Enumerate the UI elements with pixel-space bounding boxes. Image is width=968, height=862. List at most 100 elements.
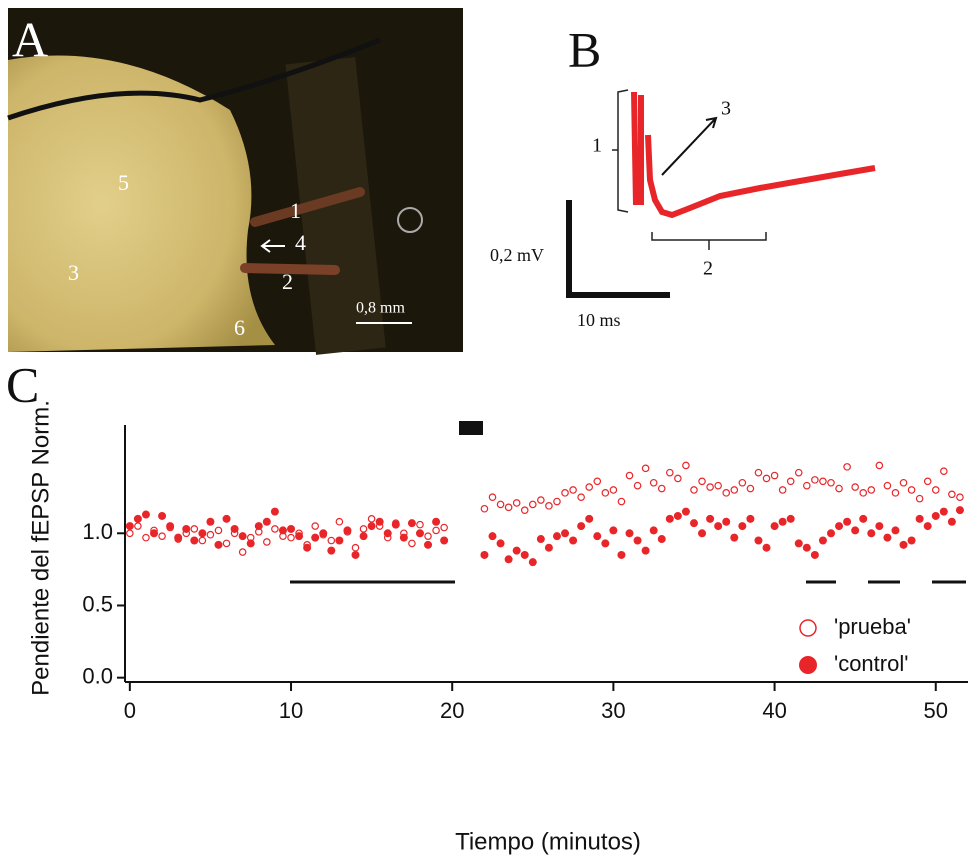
data-point bbox=[738, 522, 747, 531]
data-point bbox=[746, 484, 755, 493]
data-point bbox=[303, 543, 312, 552]
data-point bbox=[480, 504, 489, 513]
data-point bbox=[770, 471, 779, 480]
data-point bbox=[835, 522, 844, 531]
data-point bbox=[706, 514, 715, 523]
data-point bbox=[891, 489, 900, 497]
data-point bbox=[673, 511, 682, 520]
data-point bbox=[367, 522, 376, 531]
data-point bbox=[359, 525, 368, 533]
data-point bbox=[512, 499, 521, 507]
data-point bbox=[174, 533, 183, 542]
data-point bbox=[940, 467, 948, 476]
electrode bbox=[250, 187, 365, 227]
data-point bbox=[818, 536, 827, 545]
data-point bbox=[883, 481, 892, 490]
data-point bbox=[722, 517, 731, 526]
data-point bbox=[496, 539, 505, 548]
data-point bbox=[488, 493, 497, 501]
data-point bbox=[722, 489, 731, 497]
data-point bbox=[931, 511, 940, 520]
data-point bbox=[254, 522, 263, 531]
data-point bbox=[383, 529, 392, 538]
data-point bbox=[246, 539, 255, 548]
data-point bbox=[536, 535, 545, 544]
data-point bbox=[617, 497, 626, 506]
annotation: 3 bbox=[721, 98, 731, 120]
data-point bbox=[786, 477, 795, 486]
data-point bbox=[762, 543, 771, 552]
data-point bbox=[150, 529, 159, 538]
data-point bbox=[657, 535, 666, 544]
data-point bbox=[859, 489, 868, 497]
data-point bbox=[730, 533, 739, 542]
x-tick-label: 50 bbox=[924, 698, 948, 723]
data-point bbox=[794, 468, 803, 477]
data-point bbox=[528, 500, 537, 509]
data-point bbox=[601, 539, 610, 548]
data-point bbox=[649, 526, 658, 535]
data-point bbox=[327, 536, 336, 545]
legend-label: 'prueba' bbox=[834, 614, 911, 639]
region-label: 6 bbox=[234, 315, 245, 340]
data-point bbox=[859, 514, 868, 523]
data-point bbox=[287, 524, 296, 533]
data-point bbox=[577, 493, 585, 501]
data-point bbox=[698, 529, 707, 538]
data-point bbox=[206, 517, 215, 526]
scale-bar bbox=[566, 200, 670, 298]
data-point bbox=[311, 522, 319, 530]
scale-bar-label: 10 ms bbox=[577, 310, 621, 330]
x-tick-label: 10 bbox=[279, 698, 303, 723]
tissue-slice bbox=[8, 55, 275, 353]
data-point bbox=[391, 520, 400, 529]
data-point bbox=[956, 493, 964, 501]
data-point bbox=[496, 500, 505, 509]
x-tick-label: 30 bbox=[601, 698, 625, 723]
data-point bbox=[891, 526, 900, 535]
data-point bbox=[222, 539, 231, 548]
x-tick-label: 40 bbox=[762, 698, 786, 723]
data-point bbox=[270, 507, 279, 516]
data-point bbox=[754, 536, 763, 545]
data-point bbox=[432, 526, 440, 535]
data-point bbox=[407, 519, 416, 528]
data-point bbox=[262, 517, 271, 526]
data-point bbox=[923, 522, 932, 531]
data-point bbox=[287, 533, 295, 542]
arrow bbox=[661, 116, 718, 176]
data-point bbox=[504, 503, 513, 512]
data-point bbox=[424, 540, 433, 549]
y-axis-label: Pendiente del fEPSP Norm. bbox=[27, 400, 54, 696]
data-point bbox=[528, 558, 537, 567]
x-tick-label: 20 bbox=[440, 698, 464, 723]
bubble bbox=[397, 207, 423, 233]
data-point bbox=[125, 522, 134, 531]
data-point bbox=[133, 514, 142, 523]
data-point bbox=[665, 514, 674, 523]
y-tick-label: 0.0 bbox=[82, 663, 113, 688]
bracket bbox=[651, 232, 767, 250]
data-point bbox=[706, 483, 714, 491]
data-point bbox=[238, 548, 247, 556]
panel-label: C bbox=[6, 356, 39, 412]
data-point bbox=[399, 533, 408, 542]
data-point bbox=[343, 526, 352, 535]
data-point bbox=[198, 529, 207, 538]
data-point bbox=[166, 522, 175, 531]
data-point bbox=[843, 463, 851, 471]
x-axis-label: Tiempo (minutos) bbox=[455, 828, 641, 855]
data-point bbox=[416, 520, 424, 529]
data-point bbox=[875, 461, 884, 470]
data-point bbox=[875, 522, 884, 531]
data-point bbox=[955, 506, 964, 515]
panel-label: B bbox=[568, 21, 601, 77]
data-point bbox=[617, 550, 626, 559]
data-point bbox=[585, 514, 594, 523]
data-point bbox=[545, 502, 553, 510]
annotation: 2 bbox=[703, 258, 713, 280]
data-point bbox=[609, 526, 618, 535]
data-point bbox=[569, 486, 577, 494]
data-point bbox=[520, 506, 529, 514]
data-point bbox=[593, 477, 602, 486]
